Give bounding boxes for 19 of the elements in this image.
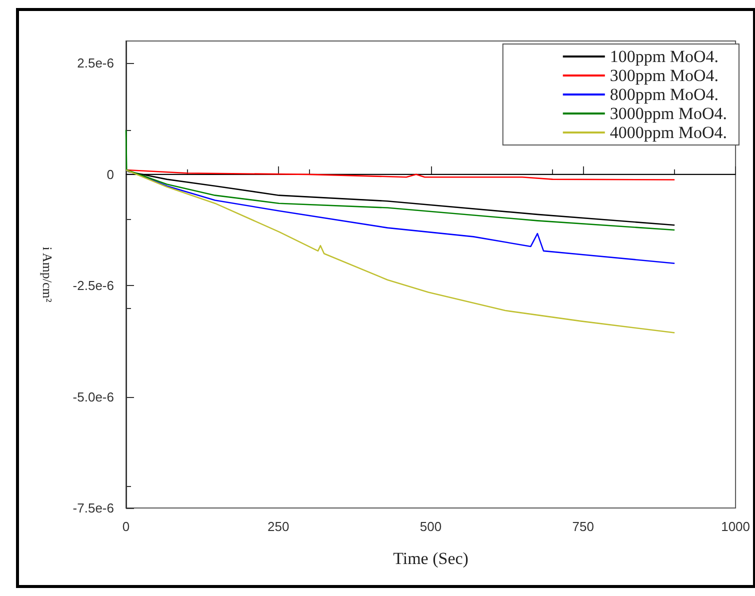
legend-label: 4000ppm MoO4.	[610, 123, 728, 142]
y-tick-label: 2.5e-6	[77, 56, 114, 71]
y-axis-title: i Amp/cm²	[40, 246, 55, 302]
y-tick-label: -2.5e-6	[72, 278, 114, 294]
legend-label: 100ppm MoO4.	[610, 47, 719, 66]
x-tick-label: 250	[268, 519, 290, 534]
y-tick-label: -7.5e-6	[72, 500, 114, 516]
legend-label: 800ppm MoO4.	[610, 85, 719, 104]
line-series	[125, 169, 676, 334]
legend-label: 300ppm MoO4.	[610, 66, 719, 85]
y-tick-label: 0	[106, 166, 114, 182]
legend-label: 3000ppm MoO4.	[610, 104, 728, 123]
y-tick-label: -5.0e-6	[72, 389, 114, 404]
x-tick-label: 1000	[721, 519, 750, 534]
x-axis-title: Time (Sec)	[393, 549, 468, 568]
x-tick-label: 500	[420, 519, 442, 534]
x-tick-label: 750	[572, 519, 594, 534]
line-series	[125, 169, 676, 180]
x-tick-label: 0	[122, 519, 130, 534]
